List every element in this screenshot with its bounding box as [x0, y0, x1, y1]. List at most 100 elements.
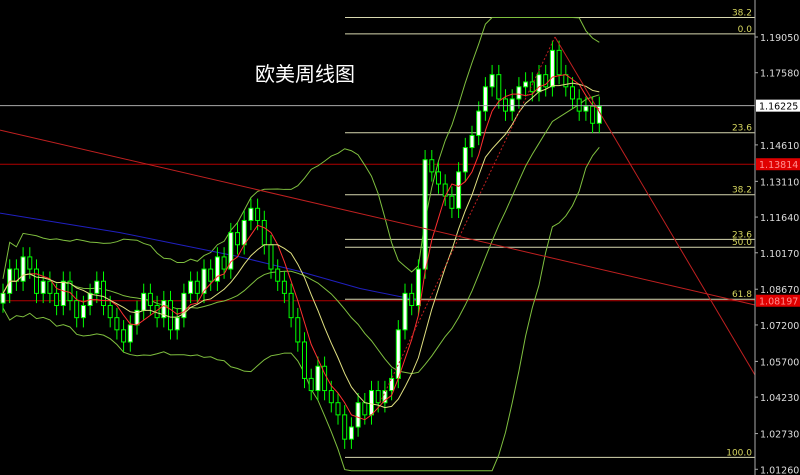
candle-body	[342, 414, 348, 440]
chart-title: 欧美周线图	[255, 62, 355, 86]
candle-body	[449, 195, 455, 209]
fib-level-label: 23.6	[732, 230, 752, 240]
candle-body	[362, 402, 368, 416]
candle-body	[469, 134, 475, 149]
candle-body	[382, 390, 388, 404]
fib-level-label: 38.2	[732, 9, 752, 19]
candle-body	[436, 171, 441, 185]
candle-body	[74, 300, 80, 319]
candle-body	[235, 232, 240, 246]
candle-body	[422, 159, 428, 270]
candle-body	[188, 280, 194, 294]
price-tick-label: 1.01260	[760, 465, 799, 475]
price-tick-label: 1.02730	[760, 430, 799, 441]
candle-body	[114, 317, 120, 331]
candle-body	[328, 390, 334, 404]
candle-body	[476, 110, 482, 136]
candle-body	[395, 329, 401, 379]
candle-body	[536, 74, 542, 93]
candle-body	[67, 280, 73, 302]
price-tick-label: 1.17580	[760, 69, 799, 80]
candle-body	[121, 329, 127, 343]
price-tick-label: 1.11640	[760, 213, 799, 224]
candle-body	[590, 105, 596, 124]
price-tick-label: 1.05700	[760, 357, 799, 368]
trendline	[0, 129, 756, 306]
price-label: 1.08197	[759, 297, 798, 308]
candle-body	[241, 219, 247, 246]
long-moving-average	[0, 212, 421, 302]
candle-body	[415, 268, 421, 307]
candle-body	[482, 86, 488, 112]
candle-body	[275, 268, 281, 282]
candle-body	[261, 219, 267, 246]
candle-body	[107, 305, 113, 319]
candle-body	[281, 280, 287, 294]
candle-body	[355, 402, 361, 428]
candle-body	[583, 105, 589, 112]
fib-level-label: 23.6	[732, 124, 752, 134]
candle-body	[523, 81, 529, 88]
candle-body	[375, 390, 381, 404]
price-tick-label: 1.14610	[760, 141, 799, 152]
candle-body	[127, 324, 133, 343]
candle-body	[141, 292, 147, 311]
candle-body	[549, 49, 555, 88]
trendline-dotted	[379, 36, 556, 403]
price-axis-background	[755, 0, 800, 475]
candle-body	[201, 268, 207, 294]
candle-body	[268, 244, 274, 270]
candle-body	[335, 402, 341, 416]
price-label-box	[756, 158, 800, 171]
candle-body	[556, 49, 562, 76]
candle-body	[389, 377, 395, 392]
candle-body	[101, 280, 106, 307]
trendline	[554, 36, 756, 376]
candle-body	[214, 256, 220, 282]
candle-body	[221, 256, 227, 270]
bollinger-upper-band	[2, 17, 600, 279]
bollinger-lower-band	[2, 147, 600, 472]
candle-body	[348, 426, 354, 440]
candle-body	[248, 207, 254, 221]
candle-body	[181, 292, 187, 319]
candle-body	[288, 292, 294, 319]
price-tick-label: 1.08670	[760, 285, 799, 296]
candle-body	[308, 377, 314, 392]
candle-body	[34, 268, 39, 294]
candle-body	[543, 74, 549, 88]
candle-body	[0, 292, 6, 304]
current-price-label: 1.16225	[759, 102, 798, 113]
price-label: 1.13814	[759, 160, 798, 171]
price-tick-label: 1.07200	[760, 321, 799, 332]
price-label-box	[756, 294, 800, 307]
candle-body	[516, 86, 522, 100]
candle-body	[402, 292, 408, 331]
candle-body	[208, 268, 214, 282]
price-tick-label: 1.10170	[760, 249, 799, 260]
candle-body	[47, 280, 53, 294]
candle-body	[570, 86, 575, 100]
candle-body	[409, 292, 415, 307]
slow-moving-average	[2, 82, 600, 409]
candle-body	[322, 365, 328, 392]
candle-body	[255, 207, 261, 221]
candle-body	[315, 365, 321, 392]
price-tick-label: 1.04230	[760, 393, 799, 404]
candle-body	[94, 280, 100, 294]
candle-body	[369, 390, 374, 416]
candle-body	[147, 292, 153, 307]
fast-moving-average	[2, 74, 600, 421]
candle-body	[462, 147, 468, 173]
fib-level-label: 0.0	[738, 25, 753, 35]
candle-body	[80, 305, 86, 319]
candle-body	[489, 74, 495, 88]
candle-body	[302, 341, 307, 379]
candle-body	[496, 74, 502, 100]
fib-level-label: 38.2	[732, 186, 752, 196]
candle-body	[40, 280, 46, 294]
candle-body	[54, 292, 60, 307]
price-tick-label: 1.19050	[760, 33, 799, 44]
